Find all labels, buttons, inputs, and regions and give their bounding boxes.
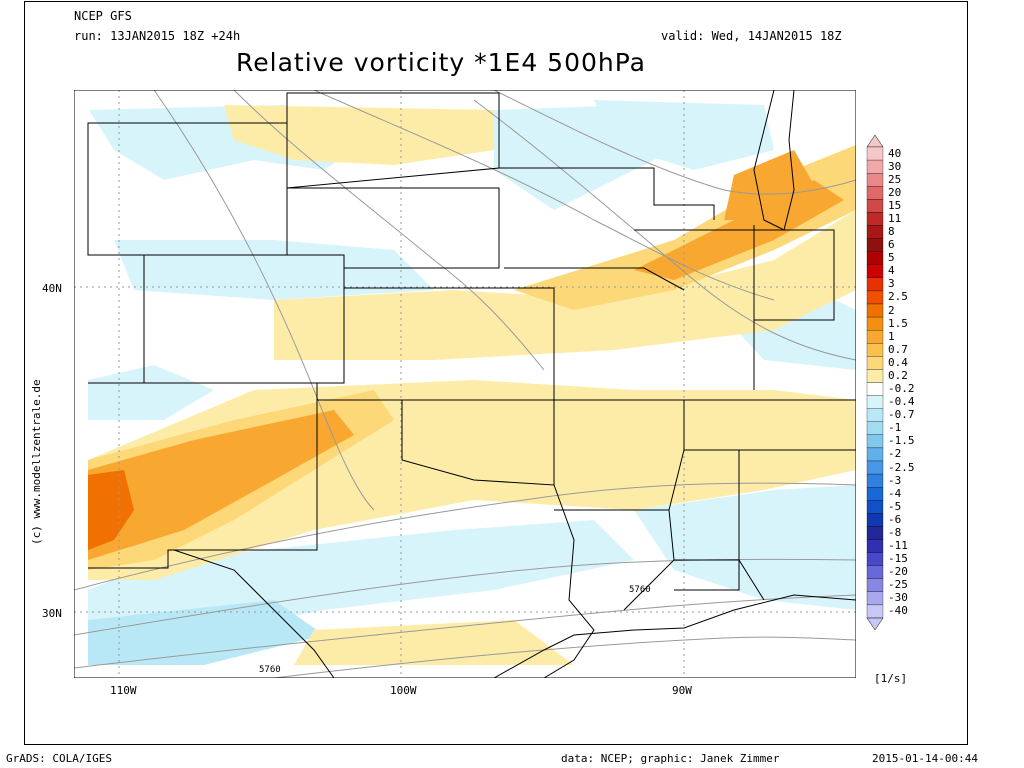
colorbar-cell xyxy=(866,290,884,305)
colorbar-level-label: -8 xyxy=(888,525,902,539)
state-boundaries xyxy=(87,92,856,678)
lat-label-40n: 40N xyxy=(42,282,62,295)
colorbar-level-label: -5 xyxy=(888,499,902,513)
colorbar-level-label: 0.2 xyxy=(888,368,908,382)
colorbar-level-label: -30 xyxy=(888,591,908,605)
colorbar-cell xyxy=(866,447,884,462)
colorbar-level-label: 2.5 xyxy=(888,290,908,304)
footer-credit: data: NCEP; graphic: Janek Zimmer xyxy=(561,752,780,765)
map-title: Relative vorticity *1E4 500hPa xyxy=(236,48,647,77)
colorbar-level-label: -0.2 xyxy=(888,382,915,396)
colorbar-cell xyxy=(866,539,884,553)
colorbar-cell xyxy=(866,212,884,226)
colorbar xyxy=(866,135,884,630)
gulf-coastline xyxy=(493,594,856,678)
colorbar-level-label: 20 xyxy=(888,185,902,199)
colorbar-cell xyxy=(866,500,884,514)
footer-software: GrADS: COLA/IGES xyxy=(6,752,112,765)
colorbar-level-label: 30 xyxy=(888,159,902,173)
colorbar-cell xyxy=(866,408,884,422)
colorbar-cell xyxy=(866,264,884,278)
colorbar-cell xyxy=(866,578,884,592)
colorbar-cell xyxy=(866,395,884,409)
colorbar-level-label: -1 xyxy=(888,421,902,435)
colorbar-cell xyxy=(866,356,884,370)
colorbar-cell xyxy=(866,343,884,357)
colorbar-level-label: 1.5 xyxy=(888,316,908,330)
colorbar-cell xyxy=(866,460,884,475)
colorbar-level-label: -15 xyxy=(888,552,908,566)
colorbar-cell xyxy=(866,552,884,566)
colorbar-level-label: 4 xyxy=(888,264,895,278)
colorbar-cell xyxy=(866,316,884,331)
colorbar-cell xyxy=(866,604,884,619)
plot-frame xyxy=(24,1,968,745)
colorbar-level-label: 6 xyxy=(888,238,895,252)
colorbar-unit: [1/s] xyxy=(874,672,908,685)
colorbar-cell xyxy=(866,473,884,488)
lon-label-110w: 110W xyxy=(110,684,137,697)
colorbar-cell xyxy=(866,277,884,292)
colorbar-cell xyxy=(866,369,884,383)
colorbar-cell xyxy=(866,487,884,501)
colorbar-level-label: -3 xyxy=(888,473,902,487)
colorbar-arrow-top xyxy=(866,135,884,148)
colorbar-level-label: -1.5 xyxy=(888,434,915,448)
colorbar-cell xyxy=(866,159,884,174)
colorbar-level-label: 0.4 xyxy=(888,355,908,369)
colorbar-level-label: 2 xyxy=(888,303,895,317)
colorbar-level-label: 1 xyxy=(888,329,895,343)
contour-label-east: 5760 xyxy=(629,585,651,595)
colorbar-level-label: -0.7 xyxy=(888,408,915,422)
colorbar-level-label: -6 xyxy=(888,512,902,526)
colorbar-level-label: 5 xyxy=(888,251,895,265)
colorbar-level-label: -0.4 xyxy=(888,395,915,409)
colorbar-cell xyxy=(866,434,884,449)
colorbar-cell xyxy=(866,421,884,435)
colorbar-level-label: 11 xyxy=(888,211,902,225)
colorbar-level-label: 8 xyxy=(888,225,895,239)
height-contours xyxy=(74,90,856,678)
colorbar-cell xyxy=(866,382,884,396)
colorbar-cell xyxy=(866,303,884,318)
colorbar-level-label: -2 xyxy=(888,447,902,461)
footer-timestamp: 2015-01-14-00:44 xyxy=(872,752,978,765)
side-credit: (c) www.modellzentrale.de xyxy=(30,379,43,545)
lon-label-100w: 100W xyxy=(390,684,417,697)
run-info: run: 13JAN2015 18Z +24h xyxy=(74,29,241,43)
colorbar-level-label: -11 xyxy=(888,539,908,553)
model-name: NCEP GFS xyxy=(74,9,132,23)
colorbar-level-label: -25 xyxy=(888,578,908,592)
colorbar-cell xyxy=(866,199,884,213)
colorbar-level-label: 0.7 xyxy=(888,342,908,356)
lon-label-90w: 90W xyxy=(672,684,692,697)
colorbar-level-label: -4 xyxy=(888,486,902,500)
colorbar-level-label: 3 xyxy=(888,277,895,291)
colorbar-cell xyxy=(866,513,884,527)
valid-time: valid: Wed, 14JAN2015 18Z xyxy=(661,29,842,43)
colorbar-cell xyxy=(866,565,884,579)
colorbar-level-label: 15 xyxy=(888,198,902,212)
colorbar-level-label: 25 xyxy=(888,172,902,186)
lat-label-30n: 30N xyxy=(42,607,62,620)
colorbar-cell xyxy=(866,330,884,344)
colorbar-cell xyxy=(866,146,884,161)
colorbar-cell xyxy=(866,251,884,265)
colorbar-level-label: -20 xyxy=(888,565,908,579)
colorbar-level-label: 40 xyxy=(888,146,902,160)
colorbar-cell xyxy=(866,225,884,239)
colorbar-cell xyxy=(866,186,884,200)
lake-michigan-outline xyxy=(753,90,795,231)
colorbar-cell xyxy=(866,238,884,252)
colorbar-cells xyxy=(866,135,884,630)
colorbar-arrow-bottom xyxy=(866,617,884,630)
vorticity-map: 5760 5760 xyxy=(74,90,856,678)
contour-label-south: 5760 xyxy=(259,665,281,675)
colorbar-level-label: -2.5 xyxy=(888,460,915,474)
colorbar-cell xyxy=(866,591,884,606)
colorbar-level-label: -40 xyxy=(888,604,908,618)
colorbar-cell xyxy=(866,173,884,187)
colorbar-cell xyxy=(866,526,884,540)
